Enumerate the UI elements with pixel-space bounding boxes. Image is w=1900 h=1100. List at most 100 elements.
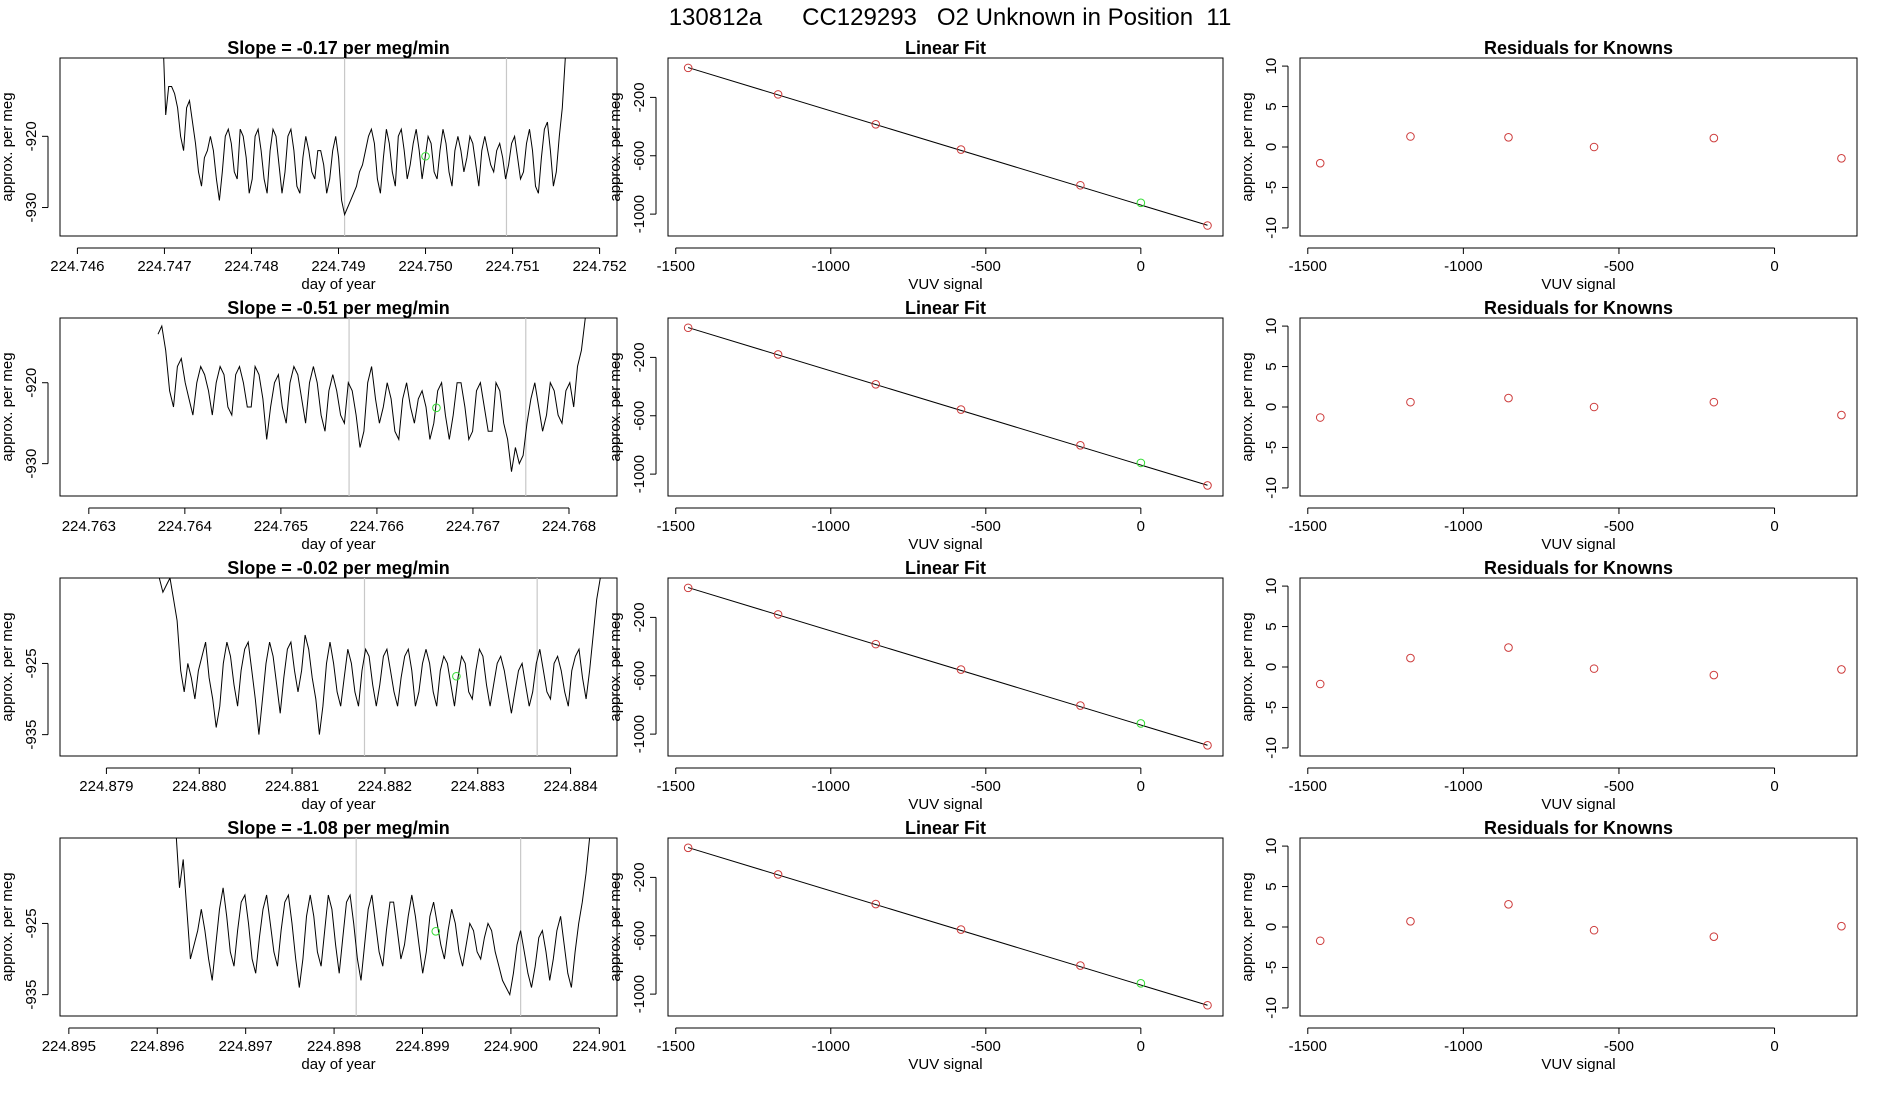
known-point <box>1837 410 1846 420</box>
y-tick-label: -1000 <box>631 975 648 1013</box>
x-tick-label: -500 <box>971 258 1001 275</box>
x-tick-label: -1500 <box>657 258 695 275</box>
y-axis: -1000 -600 -200 <box>631 602 657 753</box>
x-tick-label: 0 <box>1770 518 1778 535</box>
known-point <box>1837 665 1846 674</box>
x-tick-label: -500 <box>971 1038 1001 1055</box>
x-tick-label: 224.899 <box>395 1038 449 1055</box>
known-point <box>1504 643 1513 652</box>
known-point <box>1076 441 1085 450</box>
known-point <box>1203 481 1212 490</box>
y-axis-label: approx. per meg <box>0 872 16 981</box>
known-point <box>1203 1000 1212 1010</box>
x-tick-label: 224.765 <box>254 518 308 535</box>
y-tick-label: 0 <box>1263 143 1280 151</box>
known-point <box>1076 180 1085 190</box>
panel-title: Linear Fit <box>905 38 986 58</box>
plot-area <box>1315 643 1846 689</box>
fit-line <box>688 327 1208 486</box>
known-point <box>1504 132 1513 142</box>
y-tick-label: 0 <box>1263 663 1280 671</box>
x-axis-label: day of year <box>301 796 375 813</box>
panel-title: Slope = -0.02 per meg/min <box>227 558 450 578</box>
y-tick-label: 10 <box>1263 578 1280 595</box>
known-point <box>1709 397 1719 407</box>
y-tick-label: -935 <box>23 720 40 750</box>
y-tick-label: -930 <box>23 193 40 223</box>
known-point <box>683 583 693 593</box>
x-tick-label: -500 <box>1604 778 1634 795</box>
known-point <box>1076 701 1085 710</box>
y-tick-label: 5 <box>1263 362 1280 370</box>
plot-area <box>1315 900 1846 946</box>
known-point <box>1406 132 1415 141</box>
y-tick-label: -200 <box>631 82 648 112</box>
known-point <box>1406 917 1415 926</box>
panel-title: Slope = -1.08 per meg/min <box>227 818 450 838</box>
y-tick-label: 0 <box>1263 923 1280 931</box>
y-tick-label: -5 <box>1263 181 1280 194</box>
known-point <box>1837 154 1846 163</box>
panel-row3-linear-fit: Linear Fit -1500 -1000 -500 0 VUV signal -1000… <box>607 558 1224 813</box>
x-axis: -1500 -1000 -500 0 <box>657 247 1145 275</box>
x-tick-label: 224.752 <box>572 258 626 275</box>
y-tick-label: -600 <box>631 921 648 951</box>
plot-frame <box>1299 317 1858 497</box>
y-tick-label: 5 <box>1263 882 1280 890</box>
x-axis-label: VUV signal <box>1541 796 1615 813</box>
known-point <box>1076 961 1085 970</box>
plot-area <box>683 323 1212 490</box>
plot-area <box>1315 132 1846 168</box>
x-tick-label: 224.901 <box>572 1038 626 1055</box>
x-axis-label: VUV signal <box>1541 276 1615 293</box>
x-tick-label: 224.881 <box>265 778 319 795</box>
known-point <box>1203 741 1212 750</box>
x-tick-label: 0 <box>1137 1038 1145 1055</box>
y-tick-label: -200 <box>631 342 648 372</box>
panel-row1-residuals: Residuals for Knowns -1500 -1000 -500 0 VUV s… <box>1239 38 1858 293</box>
y-tick-label: 0 <box>1263 403 1280 411</box>
y-tick-label: -925 <box>23 908 40 938</box>
known-point <box>1315 936 1325 946</box>
x-tick-label: 224.749 <box>311 258 365 275</box>
known-point <box>1837 921 1846 931</box>
x-tick-label: -1500 <box>657 1038 695 1055</box>
plot-frame <box>1299 57 1858 237</box>
panel-title: Linear Fit <box>905 818 986 838</box>
x-axis: 224.895 224.896 224.897 224.898 224.899 224.9… <box>42 1027 626 1055</box>
x-tick-label: 224.884 <box>543 778 597 795</box>
panel-title: Slope = -0.51 per meg/min <box>227 298 450 318</box>
x-axis: -1500 -1000 -500 0 <box>1289 767 1779 795</box>
plot-frame <box>59 837 618 1017</box>
x-tick-label: -500 <box>1604 1038 1634 1055</box>
y-tick-label: -200 <box>631 862 648 892</box>
y-axis-label: approx. per meg <box>1239 352 1256 461</box>
series-line <box>172 838 591 997</box>
plot-frame <box>59 577 618 757</box>
y-tick-label: -930 <box>23 449 40 479</box>
y-axis-label: approx. per meg <box>607 872 624 981</box>
x-tick-label: 224.896 <box>130 1038 184 1055</box>
unknown-point <box>432 403 441 413</box>
known-point <box>1709 670 1719 680</box>
panel-row4-residuals: Residuals for Knowns -1500 -1000 -500 0 VUV s… <box>1239 818 1858 1073</box>
y-tick-label: -600 <box>631 141 648 171</box>
known-point <box>1203 221 1212 230</box>
panel-title: Slope = -0.17 per meg/min <box>227 38 450 58</box>
x-tick-label: 0 <box>1137 778 1145 795</box>
plot-frame <box>59 57 618 237</box>
plot-area <box>683 583 1212 750</box>
panel-row2-linear-fit: Linear Fit -1500 -1000 -500 0 VUV signal -1000… <box>607 298 1224 553</box>
y-axis-label: approx. per meg <box>1239 872 1256 981</box>
y-tick-label: 10 <box>1263 838 1280 855</box>
y-tick-label: 5 <box>1263 622 1280 630</box>
unknown-point <box>1136 979 1146 988</box>
x-axis: 224.746 224.747 224.748 224.749 224.750 224.7… <box>50 247 627 275</box>
x-tick-label: 224.898 <box>307 1038 361 1055</box>
y-tick-label: -1000 <box>631 195 648 233</box>
known-point <box>1589 664 1599 673</box>
x-tick-label: -500 <box>1604 518 1634 535</box>
y-axis-label: approx. per meg <box>607 92 624 201</box>
x-tick-label: 224.764 <box>158 518 212 535</box>
